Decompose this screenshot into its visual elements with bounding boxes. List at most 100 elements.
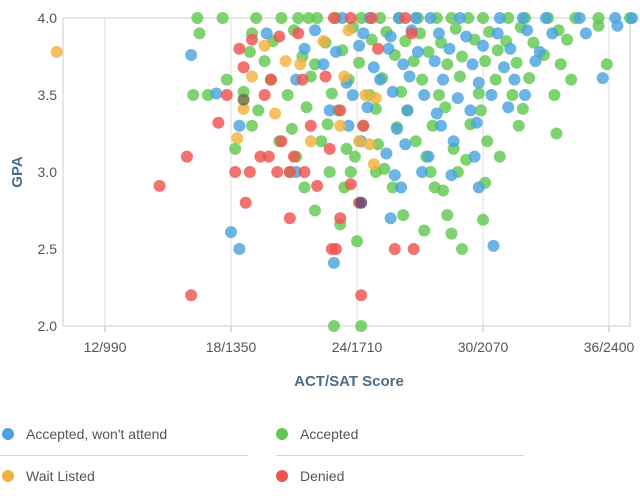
data-point [237, 93, 250, 106]
data-point [180, 150, 193, 163]
data-point [380, 147, 393, 160]
data-point [600, 58, 613, 71]
data-point [561, 33, 573, 46]
data-point [311, 12, 324, 24]
data-point [288, 150, 300, 163]
data-point [477, 213, 489, 226]
data-point [512, 119, 525, 132]
data-point [390, 122, 403, 135]
data-point [445, 227, 458, 240]
data-point [493, 12, 506, 24]
data-point [474, 104, 487, 117]
data-point [355, 289, 368, 302]
data-point [330, 243, 342, 255]
data-point [246, 33, 258, 46]
data-point [369, 92, 382, 105]
data-point [292, 27, 305, 40]
data-point [246, 70, 258, 83]
legend-item-wait-listed[interactable]: Wait Listed [2, 465, 95, 487]
legend-item-accepted[interactable]: Accepted [276, 423, 358, 445]
legend-label: Accepted, won't attend [26, 426, 168, 442]
data-point [489, 73, 502, 86]
data-point [338, 70, 351, 83]
data-point [269, 107, 282, 120]
data-point [327, 256, 340, 269]
data-point [388, 243, 401, 255]
data-point [416, 166, 429, 178]
data-point [491, 27, 504, 40]
data-point [311, 179, 324, 192]
data-point [432, 27, 445, 40]
data-point [439, 101, 452, 114]
data-point [254, 150, 267, 163]
data-point [372, 42, 384, 55]
data-point [388, 169, 401, 182]
data-point [546, 27, 559, 40]
legend-swatch [2, 428, 14, 440]
data-point [533, 45, 546, 58]
data-point [424, 166, 437, 178]
data-point [225, 226, 237, 239]
data-point [319, 70, 332, 83]
data-point [506, 89, 519, 101]
data-point [237, 102, 250, 115]
scatter-chart: 2.0 2.5 3.0 3.5 4.0 12/990 18/1350 24/1710 30/2… [9, 10, 639, 390]
data-point [298, 166, 311, 178]
data-point [611, 19, 624, 32]
data-point [592, 19, 605, 32]
data-point [445, 169, 458, 182]
data-point [453, 70, 466, 83]
data-point [317, 35, 330, 48]
x-tick-label: 30/2070 [458, 339, 509, 355]
data-point [279, 55, 292, 68]
legend-swatch [276, 428, 288, 440]
data-point [317, 58, 330, 71]
legend-swatch [276, 470, 288, 482]
data-point [418, 89, 431, 101]
data-point [491, 44, 504, 57]
data-point [432, 89, 445, 101]
data-point [304, 135, 317, 148]
data-point [374, 73, 387, 86]
data-point [426, 119, 439, 132]
data-point [397, 58, 410, 71]
data-point [294, 58, 307, 71]
data-point [399, 12, 412, 24]
data-point [498, 61, 510, 74]
data-point [185, 49, 198, 61]
data-point [321, 118, 334, 131]
data-point [372, 138, 384, 151]
data-point [424, 12, 437, 24]
x-tick-label: 24/1710 [332, 339, 383, 355]
data-point [323, 142, 336, 155]
legend-label: Accepted [300, 426, 359, 442]
data-point [348, 150, 361, 163]
legend-item-denied[interactable]: Denied [276, 465, 344, 487]
y-axis-ticks: 2.0 2.5 3.0 3.5 4.0 [38, 10, 58, 334]
data-point [437, 184, 450, 197]
data-point [357, 27, 370, 40]
data-point [378, 162, 391, 175]
data-point [550, 127, 563, 140]
data-point [527, 36, 540, 49]
data-point [344, 12, 357, 24]
data-point [466, 58, 479, 71]
y-tick-label: 3.5 [38, 87, 58, 103]
data-point [430, 107, 443, 120]
data-point [220, 73, 233, 86]
data-point [445, 12, 458, 24]
data-point [359, 89, 372, 101]
chart-legend: Accepted, won't attend Accepted Wait Lis… [0, 398, 640, 496]
data-point [409, 12, 422, 24]
data-point [336, 12, 349, 24]
legend-item-accepted-wont-attend[interactable]: Accepted, won't attend [2, 423, 167, 445]
data-point [334, 119, 347, 132]
data-point [258, 89, 271, 101]
data-point [384, 30, 397, 43]
data-point [540, 12, 552, 24]
data-point [334, 212, 347, 225]
y-axis-title: GPA [9, 156, 26, 188]
data-point [353, 135, 366, 148]
y-tick-label: 4.0 [38, 10, 58, 26]
data-point [252, 104, 265, 117]
